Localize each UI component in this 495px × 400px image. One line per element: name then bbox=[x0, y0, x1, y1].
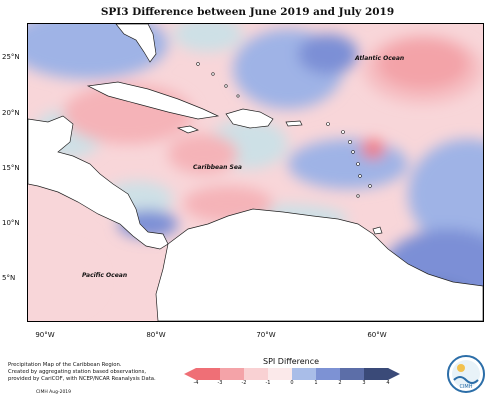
island-bahamas-2 bbox=[211, 72, 215, 76]
legend-tick-label: 1 bbox=[314, 380, 318, 386]
legend-title: SPI Difference bbox=[263, 357, 320, 366]
credit-stamp: CIMH Aug-2019 bbox=[36, 390, 72, 395]
legend-swatch bbox=[220, 368, 245, 380]
land-trinidad bbox=[372, 226, 383, 235]
land-layer bbox=[28, 24, 483, 321]
lon-label-90w: 90°W bbox=[35, 331, 55, 339]
land-south-america bbox=[155, 208, 483, 321]
island-guadeloupe bbox=[348, 140, 352, 144]
lat-label-5n: 5°N bbox=[2, 274, 16, 282]
label-atlantic-ocean: Atlantic Ocean bbox=[355, 55, 405, 62]
legend-tick-label: 0 bbox=[290, 380, 294, 386]
credit-line-1: Precipitation Map of the Caribbean Regio… bbox=[8, 362, 122, 368]
cimh-logo: CIMH bbox=[447, 355, 485, 393]
logo-sun-icon bbox=[457, 364, 465, 372]
island-dominica bbox=[351, 150, 355, 154]
legend-tick-label: 4 bbox=[386, 380, 390, 386]
lat-label-25n: 25°N bbox=[2, 53, 20, 61]
label-caribbean-sea: Caribbean Sea bbox=[193, 164, 242, 171]
lat-label-20n: 20°N bbox=[2, 109, 20, 117]
legend-swatch bbox=[292, 368, 317, 380]
field-neutral-north bbox=[173, 24, 243, 52]
lon-label-60w: 60°W bbox=[367, 331, 387, 339]
land-cuba bbox=[86, 81, 220, 120]
legend-arrow-left bbox=[184, 368, 196, 380]
field-verywet-north bbox=[298, 34, 358, 74]
lat-label-15n: 15°N bbox=[2, 164, 20, 172]
island-virgin bbox=[326, 122, 330, 126]
logo-text: CIMH bbox=[459, 384, 472, 390]
spi-map bbox=[28, 24, 483, 321]
legend-tick-label: -2 bbox=[241, 380, 247, 386]
lat-label-10n: 10°N bbox=[2, 219, 20, 227]
credit-line-3: provided by CariCOF, with NCEP/NCAR Rean… bbox=[8, 376, 156, 382]
field-wet-central bbox=[288, 139, 408, 189]
land-puerto-rico bbox=[285, 120, 303, 127]
legend-tick-label: -4 bbox=[193, 380, 199, 386]
map-title: SPI3 Difference between June 2019 and Ju… bbox=[100, 6, 395, 18]
island-antigua bbox=[341, 130, 345, 134]
field-dry-atlantic bbox=[363, 34, 483, 104]
field-slightdry-pacific bbox=[28, 249, 98, 309]
legend-tick-label: 2 bbox=[338, 380, 342, 386]
legend-tick-label: -3 bbox=[217, 380, 223, 386]
lon-label-80w: 80°W bbox=[146, 331, 166, 339]
legend-arrow-right bbox=[388, 368, 400, 380]
field-dry-jamaica bbox=[168, 134, 238, 174]
land-central-america bbox=[28, 115, 169, 250]
island-barbados bbox=[368, 184, 372, 188]
island-bahamas-1 bbox=[196, 62, 200, 66]
legend-swatch bbox=[268, 368, 293, 380]
legend-tick-label: 3 bbox=[362, 380, 366, 386]
island-martinique bbox=[356, 162, 360, 166]
legend-swatch bbox=[340, 368, 365, 380]
legend-colorbar bbox=[184, 368, 400, 380]
credit-line-2: Created by aggregating station based obs… bbox=[8, 369, 147, 375]
legend-swatch bbox=[244, 368, 269, 380]
island-bahamas-3 bbox=[224, 84, 228, 88]
islands-layer bbox=[196, 62, 372, 198]
field-strongdry-antilles bbox=[361, 139, 385, 159]
island-st-lucia bbox=[358, 174, 362, 178]
field-wet-east bbox=[408, 139, 483, 249]
legend-swatch bbox=[364, 368, 389, 380]
map-credit: Precipitation Map of the Caribbean Regio… bbox=[8, 362, 183, 383]
logo-wave-icon bbox=[453, 376, 479, 384]
legend-swatch bbox=[196, 368, 221, 380]
land-florida bbox=[115, 24, 157, 63]
legend-swatch bbox=[316, 368, 341, 380]
label-pacific-ocean: Pacific Ocean bbox=[82, 272, 128, 279]
island-grenada bbox=[356, 194, 360, 198]
land-hispaniola bbox=[225, 108, 274, 129]
legend-tick-label: -1 bbox=[265, 380, 271, 386]
lon-label-70w: 70°W bbox=[256, 331, 276, 339]
island-bahamas-4 bbox=[236, 94, 240, 98]
land-jamaica bbox=[176, 125, 199, 134]
map-panel bbox=[27, 23, 484, 322]
